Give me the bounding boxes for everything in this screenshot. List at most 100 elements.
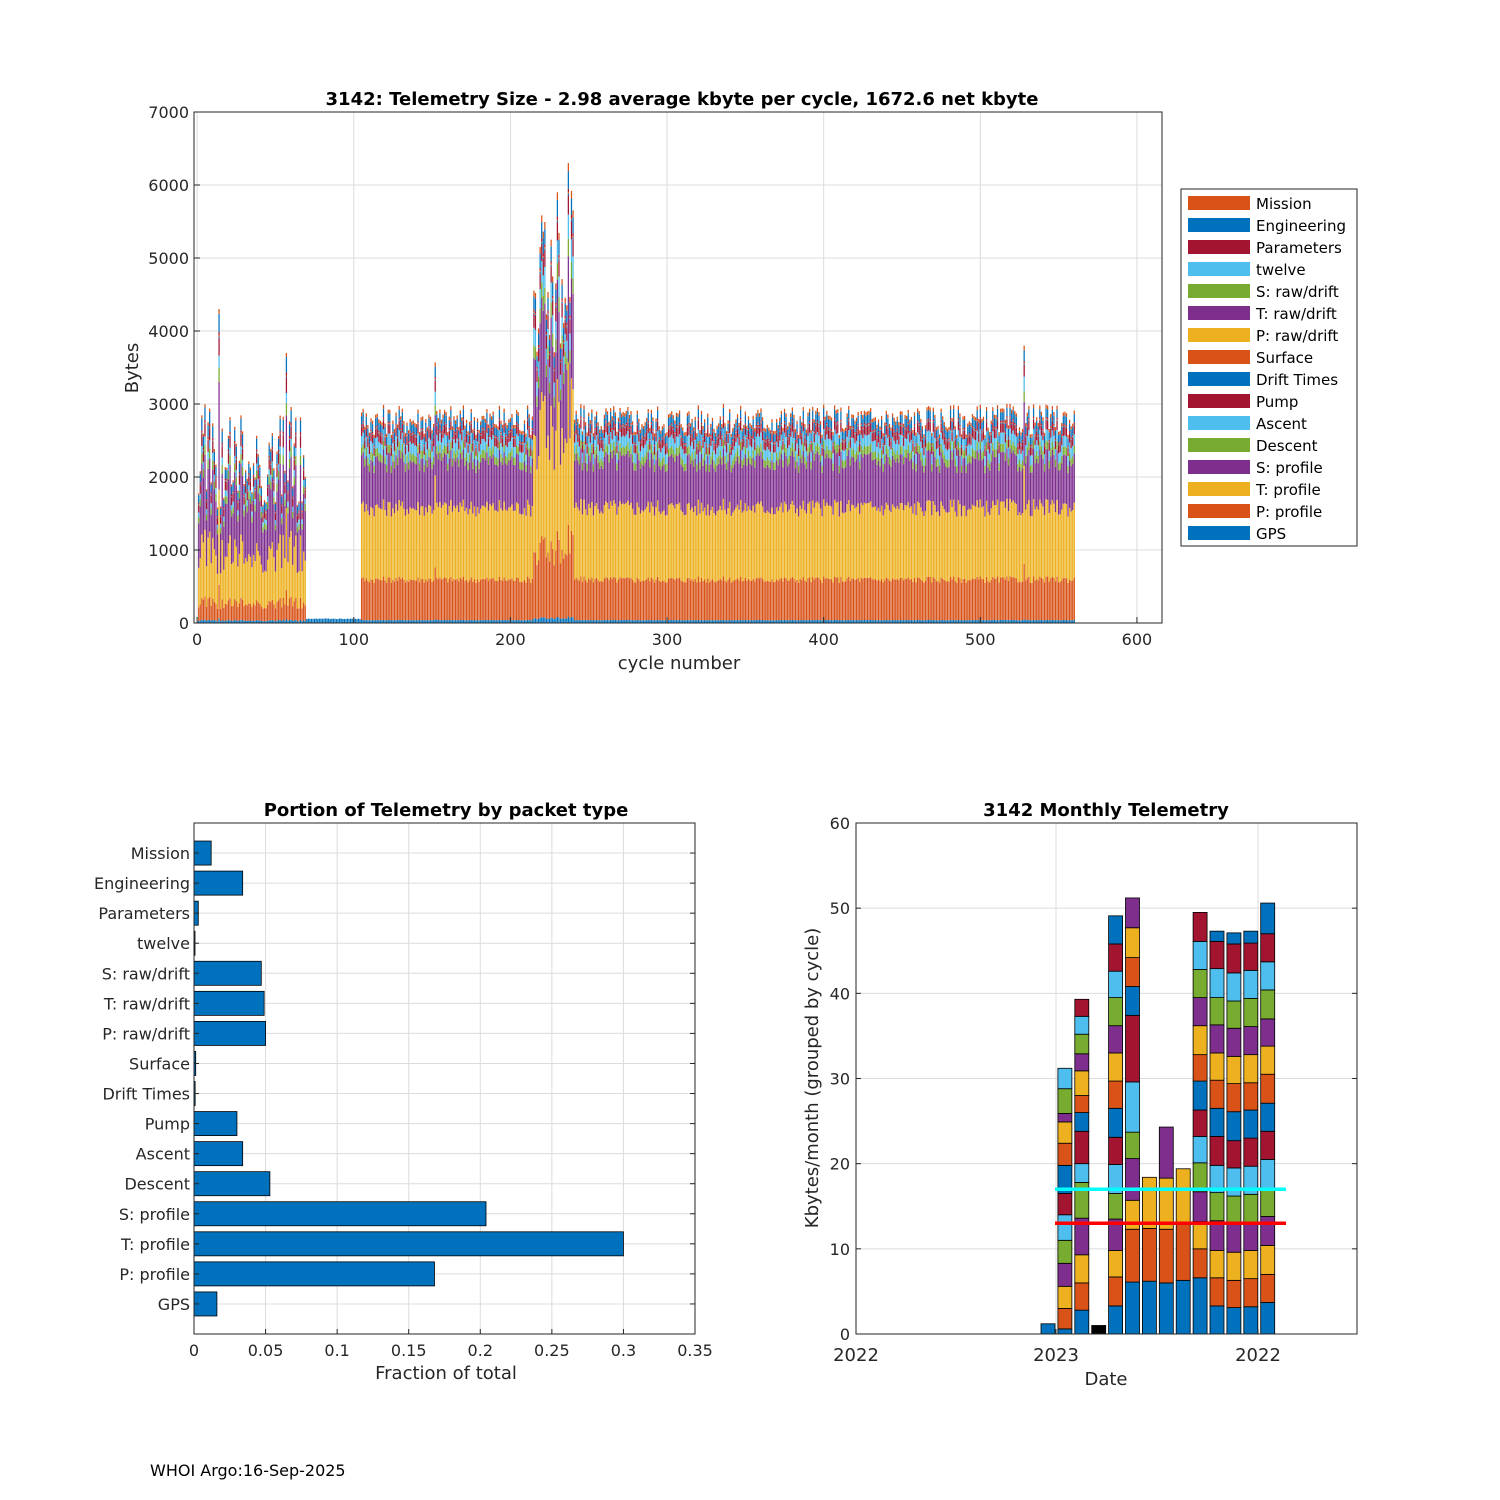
p1-bar-segment — [508, 460, 510, 508]
p1-bar-segment — [707, 417, 709, 426]
p1-bar-segment — [606, 414, 609, 424]
p1-bar-segment — [857, 415, 859, 424]
p1-bar-segment — [652, 430, 654, 432]
p1-bar-segment — [796, 432, 798, 434]
p1-bar-segment — [722, 419, 725, 429]
p1-bar-segment — [580, 404, 582, 409]
p1-bar-segment — [227, 470, 230, 480]
p1-bar-segment — [434, 415, 436, 476]
p1-bar-segment — [718, 620, 720, 623]
p1-bar-segment — [589, 433, 591, 435]
p1-bar-segment — [577, 430, 579, 432]
p1-bar-segment — [561, 335, 563, 349]
p1-bar-segment — [664, 445, 667, 447]
p1-bar-segment — [238, 498, 241, 554]
p1-bar-segment — [287, 490, 289, 493]
p1-bar-segment — [747, 578, 750, 621]
p1-bar-segment — [733, 437, 736, 438]
p1-bar-segment — [575, 422, 577, 425]
p1-bar-segment — [536, 351, 538, 357]
p1-bar-segment — [760, 423, 762, 433]
p1-bar-segment — [285, 375, 288, 377]
p1-bar-segment — [675, 447, 678, 456]
p1-bar-segment — [595, 426, 598, 436]
p1-bar-segment — [743, 428, 745, 436]
p1-bar-segment — [851, 427, 853, 429]
p1-bar-segment — [503, 501, 505, 578]
p1-bar-segment — [210, 492, 212, 495]
p1-bar-segment — [345, 618, 347, 623]
p1-bar-segment — [721, 580, 723, 621]
p1-bar-segment — [812, 450, 814, 501]
p1-bar-segment — [273, 468, 275, 471]
p1-bar-segment — [755, 426, 757, 428]
p1-bar-segment — [422, 578, 424, 621]
p1-bar-segment — [490, 416, 493, 420]
p1-bar-segment — [891, 620, 894, 623]
p1-bar-segment — [284, 493, 286, 500]
p1-bar-segment — [766, 510, 768, 581]
p1-bar-segment — [880, 505, 883, 579]
p1-bar-segment — [722, 418, 725, 420]
p1-bar-segment — [780, 453, 783, 503]
p1-bar-segment — [245, 470, 247, 473]
p1-bar-segment — [599, 468, 601, 514]
p1-bar-segment — [299, 435, 302, 437]
p1-bar-segment — [243, 495, 245, 497]
p1-bar-segment — [511, 456, 513, 505]
p1-bar-segment — [251, 493, 253, 502]
p1-bar-segment — [641, 464, 643, 511]
p1-bar-segment — [525, 515, 527, 583]
p1-bar-segment — [503, 620, 505, 623]
p1-bar-segment — [606, 454, 609, 504]
p1-bar-segment — [627, 576, 629, 620]
p1-bar-segment — [619, 619, 621, 623]
p1-bar-segment — [774, 443, 776, 445]
p1-bar-segment — [367, 438, 369, 448]
p1-bar-segment — [431, 581, 433, 621]
p1-bar-segment — [227, 479, 230, 544]
p1-bar-segment — [511, 578, 513, 621]
p1-bar-segment — [412, 461, 414, 509]
p1-bar-segment — [368, 432, 371, 437]
p1-bar-segment — [636, 620, 638, 623]
p1-bar-segment — [891, 436, 894, 448]
p1-bar-segment — [821, 445, 823, 447]
p1-bar-segment — [736, 504, 739, 579]
p1-bar-segment — [254, 504, 256, 512]
p1-bar-segment — [797, 445, 800, 447]
p1-bar-segment — [237, 502, 239, 503]
p1-bar-segment — [296, 522, 299, 528]
p1-bar-segment — [268, 445, 270, 456]
p1-bar-segment — [660, 433, 662, 442]
p1-bar-segment — [793, 426, 795, 428]
p1-bar-segment — [774, 441, 776, 443]
p1-bar-segment — [620, 578, 623, 621]
p1-bar-segment — [354, 618, 356, 623]
p1-bar-segment — [561, 317, 563, 336]
p1-bar-segment — [523, 442, 526, 454]
p1-bar-segment — [660, 462, 662, 470]
p1-bar-segment — [475, 446, 477, 448]
p1-bar-segment — [273, 491, 275, 498]
p1-bar-segment — [260, 495, 262, 498]
p1-bar-segment — [586, 435, 588, 444]
p1-bar-segment — [639, 442, 642, 444]
p1-bar-segment — [498, 405, 501, 410]
p1-bar-segment — [420, 458, 422, 507]
p1-bar-segment — [630, 445, 632, 454]
p1-bar-segment — [536, 406, 538, 470]
p1-bar-segment — [678, 577, 681, 621]
p1-bar-segment — [453, 427, 455, 430]
p1-bar-segment — [276, 602, 278, 621]
p1-bar-segment — [763, 431, 765, 439]
p1-bar-segment — [736, 578, 739, 621]
p1-bar-segment — [852, 505, 855, 579]
p1-bar-segment — [506, 437, 508, 439]
p1-bar-segment — [392, 508, 394, 580]
p1-bar-segment — [443, 577, 446, 621]
p1-bar-segment — [536, 619, 538, 623]
p1-bar-segment — [614, 424, 616, 426]
p1-bar-segment — [559, 348, 562, 360]
